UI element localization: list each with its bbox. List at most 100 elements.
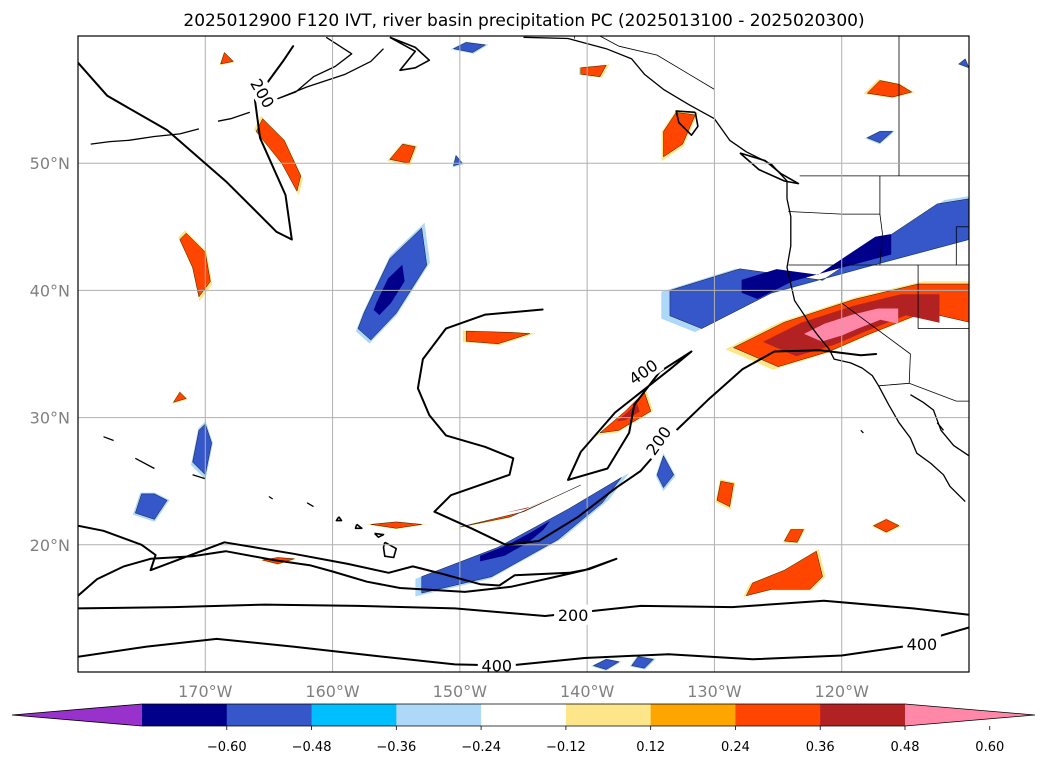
colorbar-segment	[396, 704, 482, 726]
anomaly-small-positive-3	[387, 142, 418, 166]
colorbar-tick-label: −0.48	[292, 740, 332, 755]
anomaly-band-22-1	[192, 423, 212, 475]
anomaly-small-positive-5	[782, 528, 806, 544]
coastline-segment	[192, 474, 206, 480]
anomaly-band-11-1	[663, 112, 696, 157]
ivt-contour	[416, 308, 878, 546]
colorbar-tick-label: 0.60	[975, 740, 1004, 755]
anomaly-band-0-1	[669, 198, 969, 329]
anomaly-band-9-1	[746, 551, 823, 596]
anomaly-gulf-of-alaska-positive	[254, 115, 303, 196]
anomaly-subtropical-positive-2	[596, 389, 654, 436]
colorbar-segment	[820, 704, 906, 726]
contour-label-background	[554, 604, 593, 625]
colorbar: −0.60 −0.48 −0.36 −0.24 −0.12 0.12 0.24 0.36 0.4…	[11, 703, 1036, 755]
latitude-tick-label: 30°N	[30, 409, 70, 428]
graticule-gridlines	[78, 36, 969, 672]
anomaly-band-13-1	[716, 481, 734, 507]
coastline-segment	[382, 541, 397, 559]
anomaly-band-26-1	[656, 455, 674, 488]
contour-label-group: 200	[554, 604, 593, 625]
anomaly-band-14-1	[784, 529, 804, 543]
contour-label-background	[621, 352, 665, 391]
longitude-tick-labels: 170°W 160°W 150°W 140°W 130°W 120°W	[178, 682, 869, 701]
longitude-tick-label: 120°W	[815, 682, 870, 701]
anomaly-band-24-1	[453, 42, 486, 53]
contour-label-group: 400	[902, 634, 941, 654]
colorbar-segment	[142, 704, 228, 726]
map-background	[78, 36, 969, 672]
anomaly-small-negative-9	[957, 58, 969, 69]
map-frame	[77, 35, 970, 673]
anomaly-band-8-1	[599, 392, 651, 434]
contour-label-background	[639, 419, 678, 462]
colorbar-outline	[11, 703, 1036, 727]
anomaly-band-16-1	[220, 52, 234, 65]
border-segment	[879, 175, 883, 266]
anomaly-small-negative-6	[655, 453, 676, 492]
anomaly-small-negative-2	[191, 421, 213, 480]
anomaly-small-positive-6	[871, 518, 902, 534]
coastline-segment	[910, 394, 969, 457]
border-segment	[878, 382, 969, 402]
colorbar-segment	[226, 704, 313, 726]
colorbar-segment	[650, 704, 736, 726]
coastline-segment	[860, 429, 864, 434]
anomaly-small-negative-1	[132, 492, 170, 522]
colorbar-tick-label: 0.48	[891, 740, 920, 755]
coastline-segment	[134, 457, 155, 470]
anomaly-small-negative-7	[629, 655, 656, 670]
anomaly-band-20-1	[173, 392, 187, 403]
anomaly-pacific-northwest-negative	[661, 196, 969, 333]
colorbar-tick-label: 0.12	[636, 740, 665, 755]
longitude-tick-label: 160°W	[305, 682, 360, 701]
anomaly-small-negative-3	[864, 130, 896, 145]
coastline-segment	[217, 111, 251, 122]
colorbar-tick-label: −0.24	[461, 740, 501, 755]
colorbar-extend-high	[905, 704, 1035, 726]
colorbar-segment	[735, 704, 821, 726]
contour-label-background	[902, 634, 941, 654]
latitude-tick-labels: 20°N 30°N 40°N 50°N	[30, 154, 70, 555]
anomaly-band-21-1	[135, 493, 168, 520]
anomaly-subtropical-jet-negative	[415, 472, 630, 597]
anomaly-small-positive-7	[219, 51, 235, 66]
anomaly-band-0-2	[741, 234, 892, 299]
coastline-segment	[739, 152, 800, 185]
anomaly-hawaii-east-positive	[743, 549, 826, 598]
anomaly-band-6-1	[466, 330, 531, 344]
coastline-segment	[274, 36, 384, 101]
contour-label-background	[244, 71, 281, 115]
anomaly-band-23-1	[867, 131, 893, 143]
ivt-contour	[567, 350, 693, 481]
colorbar-segment	[311, 704, 397, 726]
colorbar-extend-low	[12, 704, 142, 726]
colorbar-segment	[565, 704, 652, 726]
latitude-tick-label: 20°N	[30, 536, 70, 555]
coastline-segment	[675, 110, 699, 136]
colorbar-tick-label: −0.36	[376, 740, 416, 755]
border-segment	[599, 36, 715, 90]
anomaly-band-18-1	[370, 521, 422, 529]
colorbar-tick-labels: −0.60 −0.48 −0.36 −0.24 −0.12 0.12 0.24 0.36 0.4…	[207, 726, 1004, 755]
longitude-tick-label: 150°W	[433, 682, 488, 701]
filled-contour-layer	[132, 41, 969, 671]
anomaly-mid-pacific-positive	[462, 330, 536, 346]
coastline-segment	[374, 532, 385, 538]
coastline-segment	[90, 128, 200, 145]
anomaly-band-29-1	[958, 58, 969, 68]
contour-label-group: 400	[477, 655, 516, 672]
anomaly-band-7-1	[459, 484, 581, 528]
colorbar-tick-label: 0.36	[806, 740, 835, 755]
anomaly-small-positive-2	[661, 109, 699, 162]
anomaly-band-28-1	[593, 659, 620, 670]
anomaly-band-15-1	[873, 519, 900, 533]
longitude-tick-label: 170°W	[178, 682, 233, 701]
colorbar-segment	[481, 704, 567, 726]
chart-title: 2025012900 F120 IVT, river basin precipi…	[183, 11, 864, 31]
latitude-tick-label: 40°N	[30, 281, 70, 300]
coastline-segment	[335, 516, 343, 522]
anomaly-band-4-1	[256, 118, 301, 192]
anomaly-small-positive-9	[365, 521, 427, 530]
ivt-contour	[78, 524, 618, 597]
